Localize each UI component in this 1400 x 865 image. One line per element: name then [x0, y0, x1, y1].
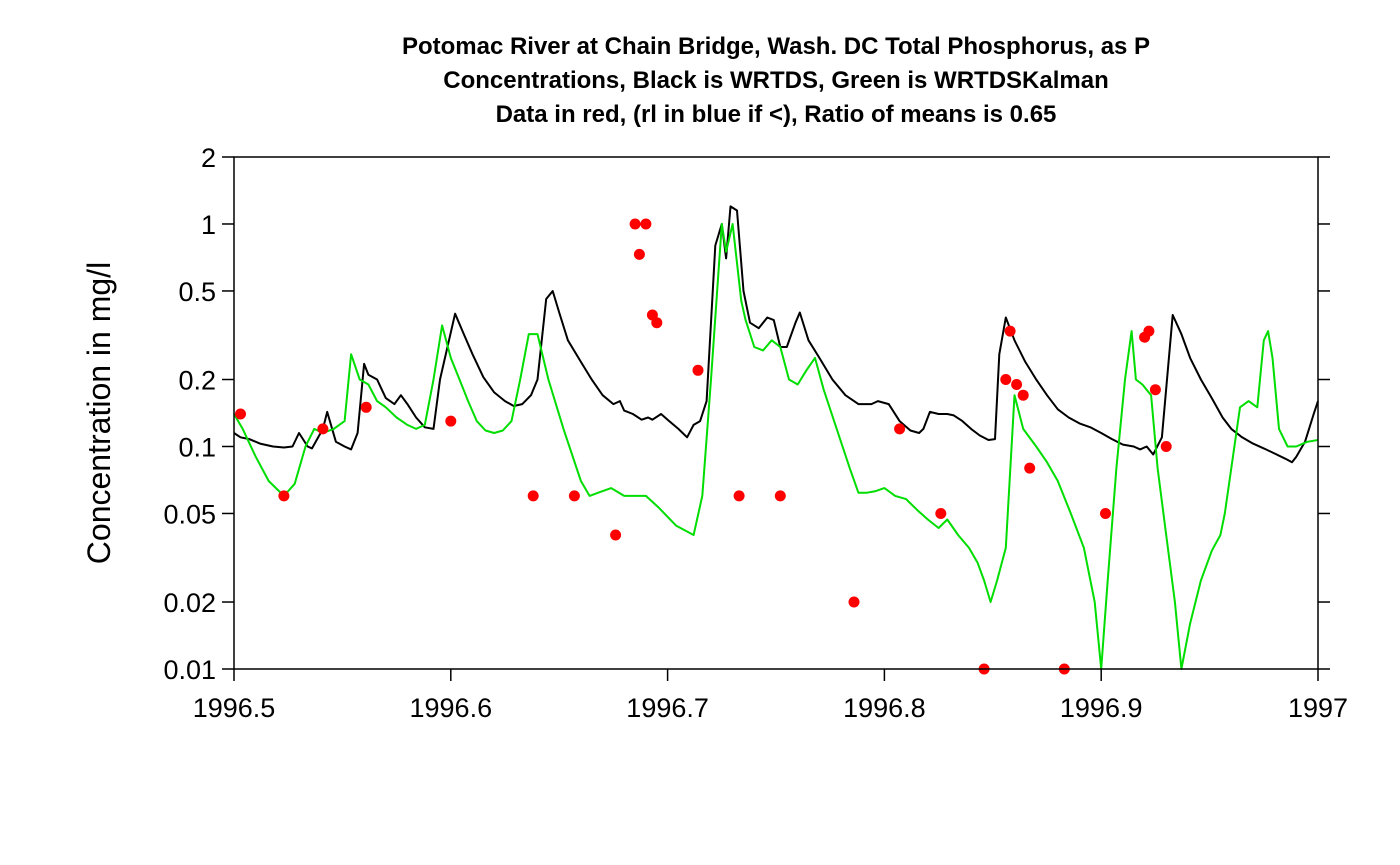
data-point [278, 490, 290, 502]
data-point [935, 508, 947, 519]
data-point [1017, 389, 1029, 401]
y-tick-label: 2 [201, 143, 216, 173]
series-line-1 [233, 223, 1319, 670]
data-point [317, 423, 329, 435]
data-point [1100, 508, 1111, 519]
y-tick-label: 0.05 [163, 499, 216, 529]
data-point [445, 415, 457, 427]
data-point [774, 490, 786, 502]
data-point [1149, 384, 1161, 396]
data-point [629, 218, 641, 230]
data-point [527, 490, 539, 502]
data-point [894, 423, 906, 435]
y-tick-label: 0.1 [178, 432, 216, 462]
data-point [1160, 441, 1172, 452]
data-point [733, 490, 745, 502]
x-tick-label: 1996.9 [1060, 693, 1143, 723]
y-tick-label: 0.5 [178, 277, 216, 307]
plot-frame [233, 156, 1319, 670]
data-point [1011, 379, 1023, 390]
y-tick-label: 0.02 [163, 588, 216, 618]
x-axis: 1996.5 1996.6 1996.7 1996.8 1996.9 1997 [193, 669, 1348, 723]
data-point [360, 401, 372, 413]
x-tick-label: 1996.6 [410, 693, 493, 723]
title-line-3: Data in red, (rl in blue if <), Ratio of… [495, 101, 1057, 128]
y-tick-label: 0.2 [178, 366, 216, 396]
y-axis: 0.01 0.02 0.05 0.1 0.2 0.5 1 2 [163, 143, 1330, 685]
x-tick-label: 1996.5 [193, 693, 276, 723]
data-point [1000, 374, 1012, 385]
x-tick-label: 1996.7 [626, 693, 709, 723]
data-point [1143, 325, 1155, 337]
title-line-1: Potomac River at Chain Bridge, Wash. DC … [401, 33, 1151, 60]
data-point [848, 596, 860, 608]
data-point [633, 248, 645, 260]
series-line-0 [233, 205, 1319, 464]
data-point [651, 317, 663, 329]
data-point [640, 218, 652, 230]
x-tick-label: 1997 [1288, 693, 1348, 723]
plot-series [233, 205, 1319, 675]
data-point [235, 408, 246, 420]
title-line-2: Concentrations, Black is WRTDS, Green is… [443, 67, 1109, 94]
data-point [610, 529, 622, 541]
y-tick-label: 0.01 [163, 655, 216, 685]
data-point [1024, 462, 1036, 474]
data-point [1004, 325, 1016, 337]
y-axis-label: Concentration in mg/l [81, 262, 117, 564]
data-point [568, 490, 580, 502]
x-tick-label: 1996.8 [843, 693, 926, 723]
data-point [692, 364, 704, 376]
y-tick-label: 1 [201, 210, 216, 240]
chart-title: Potomac River at Chain Bridge, Wash. DC … [234, 30, 1318, 132]
